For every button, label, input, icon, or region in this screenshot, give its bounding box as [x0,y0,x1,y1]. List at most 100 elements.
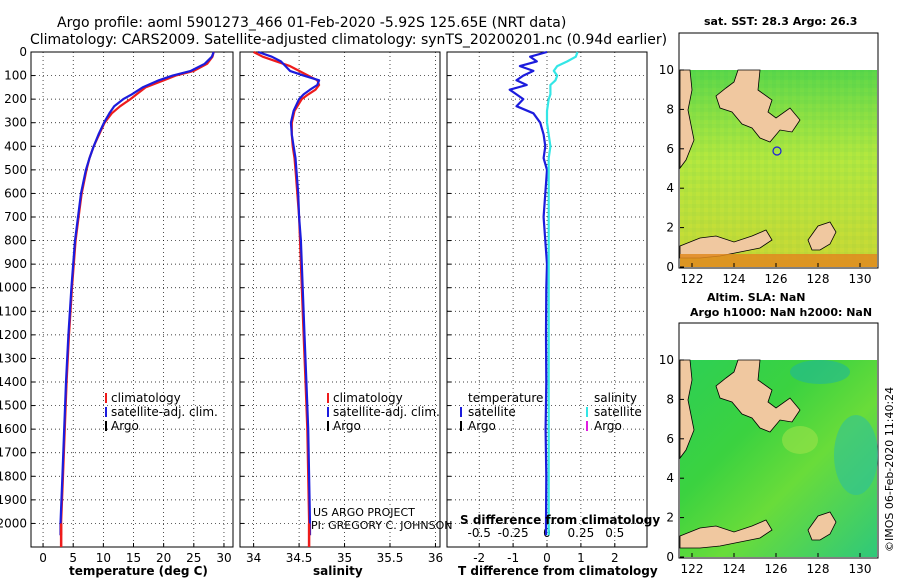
depth-tick-label: 1300 [0,351,27,365]
depth-tick-label: 800 [4,234,27,248]
timor-land [807,511,837,541]
legend-temp-satellite-swatch [460,407,462,417]
legend-climatology-label: climatology [111,391,181,405]
legend-temp-argo-label: Argo [468,419,496,433]
project-name: US ARGO PROJECT [313,506,415,519]
legend-argo-swatch [327,421,329,431]
map-y-tick-label: 2 [666,221,674,235]
depth-tick-label: 1400 [0,375,27,389]
map-x-tick-label: 128 [807,272,830,286]
map-x-tick-label: 124 [723,272,746,286]
x-tick-label: 35 [337,551,352,565]
sla-anomaly-north [790,360,850,384]
legend-climatology-swatch [105,393,107,403]
timor-land [807,221,837,251]
map-y-tick-label: 0 [666,550,674,564]
x-tick-label: 15 [126,551,141,565]
series-line [508,50,549,536]
depth-tick-label: 700 [4,210,27,224]
legend-climatology-swatch [327,393,329,403]
x-tick-label: 34.5 [286,551,313,565]
depth-tick-label: 300 [4,116,27,130]
legend-temp-satellite-label: satellite [468,405,516,419]
map-y-tick-label: 10 [659,63,674,77]
imos-timestamp: ©IMOS 06-Feb-2020 11:40:24 [883,387,896,552]
legend-sal-argo-label: Argo [594,419,622,433]
map-y-tick-label: 8 [666,392,674,406]
x2-tick-label: -0.25 [498,526,529,540]
legend-satellite-swatch [327,407,329,417]
x-tick-label: 0 [543,551,551,565]
sla-map-title-1: Altim. SLA: NaN [707,291,806,304]
title-line-2: Climatology: CARS2009. Satellite-adjuste… [30,32,667,48]
depth-tick-label: 900 [4,257,27,271]
x-tick-label: 2 [611,551,619,565]
sulawesi-land [679,69,695,170]
legend-salinity-header: salinity [594,391,637,405]
difference-panel: -2 -1 0 1 2-0.5 -0.25 0 0.25 0.5 [446,50,648,565]
sla-anomaly-center [782,426,818,454]
depth-tick-label: 1200 [0,328,27,342]
depth-tick-label: 1000 [0,281,27,295]
depth-tick-label: 1900 [0,493,27,507]
depth-tick-label: 0 [19,45,27,59]
flores-land [679,519,773,549]
map-x-tick-label: 122 [681,562,704,576]
x-tick-label: 10 [96,551,111,565]
difference-legend: temperature satellite Argo salinity sate… [460,391,642,433]
series-line [545,51,579,536]
philippines-land [715,359,801,433]
depth-tick-label: 1500 [0,399,27,413]
map-x-tick-label: 128 [807,562,830,576]
sla-anomaly-east [834,415,878,495]
depth-tick-label: 100 [4,69,27,83]
t-difference-axis-label: T difference from climatology [458,564,658,578]
depth-tick-label: 2000 [0,516,27,530]
series-line [257,50,321,536]
x-tick-label: 0 [39,551,47,565]
map-x-tick-label: 130 [849,272,872,286]
plot-frame [30,51,234,548]
philippines-land [715,69,801,143]
map-y-tick-label: 2 [666,511,674,525]
series-line [59,51,215,536]
argo-location-marker [772,146,782,156]
legend-sal-satellite-label: satellite [594,405,642,419]
s-difference-axis-label: S difference from climatology [460,513,660,527]
sulawesi-land [679,359,695,460]
depth-tick-label: 500 [4,163,27,177]
temperature-axis-label: temperature (deg C) [69,564,208,578]
legend-argo-swatch [105,421,107,431]
salinity-panel: 34 34.5 35 35.5 36 [239,50,443,565]
x2-tick-label: 0.25 [568,526,595,540]
legend-satellite-label: satellite-adj. clim. [111,405,218,419]
depth-tick-label: 1600 [0,422,27,436]
x-tick-label: 35.5 [377,551,404,565]
legend-satellite-swatch [105,407,107,417]
depth-tick-label: 400 [4,139,27,153]
x-tick-label: 30 [216,551,231,565]
temperature-panel: 0 5 10 15 20 25 30 [30,51,234,565]
map-x-tick-label: 126 [765,562,788,576]
project-pi: PI: GREGORY C. JOHNSON [311,519,452,532]
map-x-tick-label: 122 [681,272,704,286]
x2-tick-label: 0.5 [605,526,624,540]
x-tick-label: 5 [69,551,77,565]
legend-sal-argo-swatch [586,421,588,431]
legend-temp-argo-swatch [460,421,462,431]
sla-map-ticks: 122 124 126 128 130 0 2 4 6 8 10 [659,353,872,576]
sla-map-title-2: Argo h1000: NaN h2000: NaN [690,306,872,319]
salinity-axis-label: salinity [313,564,363,578]
title-line-1: Argo profile: aoml 5901273_466 01-Feb-20… [57,15,566,31]
x-tick-label: -1 [507,551,519,565]
sst-gradient [680,70,877,267]
temperature-legend: climatology satellite-adj. clim. Argo [105,391,218,433]
sst-map-title: sat. SST: 28.3 Argo: 26.3 [704,15,857,28]
sst-map: sat. SST: 28.3 Argo: 26.3 122 124 126 128 13… [659,15,879,286]
x-tick-label: 36 [428,551,443,565]
map-y-tick-label: 6 [666,142,674,156]
sst-map-ticks: 122 124 126 128 130 0 2 4 6 8 10 [659,63,872,286]
map-y-tick-label: 0 [666,260,674,274]
legend-sal-satellite-swatch [586,407,588,417]
sst-warm-band [680,254,877,267]
